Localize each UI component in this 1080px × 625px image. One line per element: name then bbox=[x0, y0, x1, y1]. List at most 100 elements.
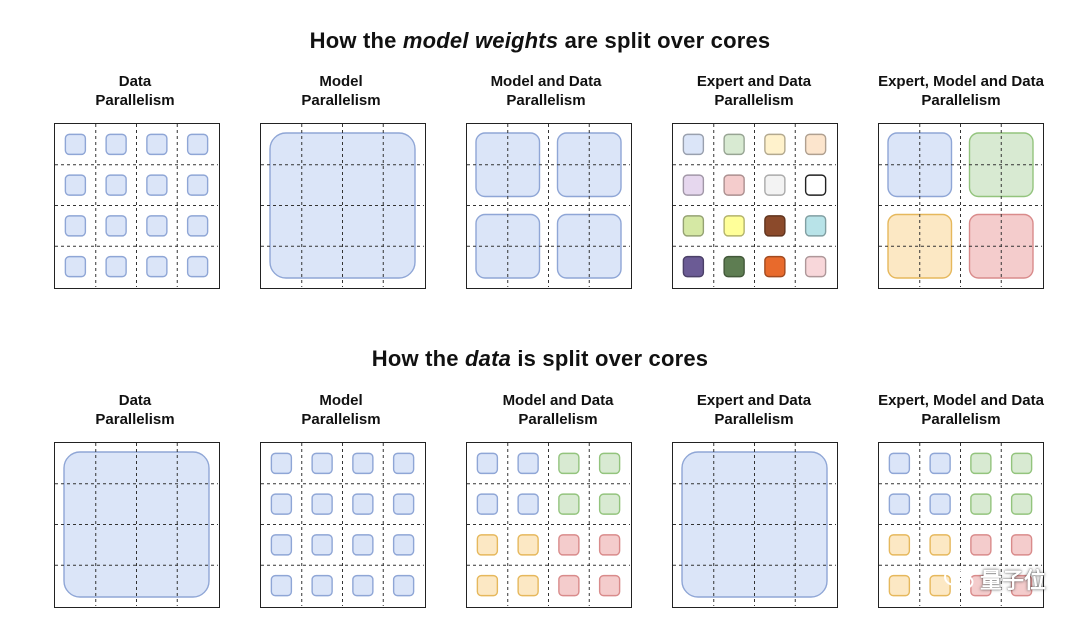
top-section-title: How the model weights are split over cor… bbox=[309, 28, 771, 53]
data-shard bbox=[558, 534, 580, 556]
top-label-expert-model-data: Expert, Model and Data Parallelism bbox=[878, 73, 1044, 109]
expert-weight-shard bbox=[804, 174, 827, 196]
weight-shard bbox=[64, 215, 87, 237]
data-shard bbox=[311, 493, 333, 515]
data-shard bbox=[311, 574, 333, 597]
data-shard bbox=[598, 574, 621, 597]
expert-weight-shard bbox=[804, 255, 827, 278]
watermark: 量子位 bbox=[943, 563, 1046, 595]
expert-weight-shard bbox=[764, 174, 786, 196]
weight-shard bbox=[186, 215, 209, 237]
weight-shard bbox=[105, 215, 127, 237]
weight-shard bbox=[64, 255, 87, 278]
data-shard bbox=[270, 493, 293, 515]
data-shard bbox=[392, 452, 415, 475]
data-shard bbox=[888, 534, 911, 556]
data-shard bbox=[392, 534, 415, 556]
data-shard bbox=[476, 574, 499, 597]
weight-shard bbox=[105, 255, 127, 278]
data-shard bbox=[311, 452, 333, 475]
data-shard bbox=[517, 452, 539, 475]
data-shard bbox=[888, 452, 911, 475]
data-shard bbox=[929, 452, 951, 475]
bottom-section-title: How the data is split over cores bbox=[371, 346, 709, 371]
panel-diagram bbox=[467, 443, 630, 606]
bottom-label-data: Data Parallelism bbox=[95, 392, 175, 428]
wechat-icon bbox=[943, 567, 974, 591]
data-shard bbox=[352, 452, 374, 475]
panel-diagram bbox=[879, 124, 1042, 287]
data-shard bbox=[517, 574, 539, 597]
bottom-panel-model-data bbox=[466, 442, 632, 608]
top-panel-model-data bbox=[466, 123, 632, 289]
data-shard bbox=[1010, 452, 1033, 475]
data-shard bbox=[352, 493, 374, 515]
expert-weight-shard bbox=[723, 174, 745, 196]
data-shard bbox=[888, 574, 911, 597]
data-shard bbox=[598, 452, 621, 475]
expert-weight-shard bbox=[723, 215, 745, 237]
top-label-model-data: Model and Data Parallelism bbox=[490, 73, 602, 109]
data-shard bbox=[270, 534, 293, 556]
data-shard bbox=[888, 493, 911, 515]
data-shard bbox=[1010, 493, 1033, 515]
data-shard bbox=[476, 452, 499, 475]
weight-shard bbox=[105, 133, 127, 156]
data-shard bbox=[558, 493, 580, 515]
data-shard bbox=[311, 534, 333, 556]
weight-shard bbox=[146, 215, 168, 237]
data-shard bbox=[476, 534, 499, 556]
top-label-data: Data Parallelism bbox=[95, 73, 175, 109]
data-shard bbox=[598, 534, 621, 556]
data-shard bbox=[970, 534, 992, 556]
data-shard bbox=[929, 493, 951, 515]
weight-shard bbox=[64, 133, 87, 156]
top-label-expert-data: Expert and Data Parallelism bbox=[696, 73, 812, 109]
expert-weight-shard bbox=[764, 215, 786, 237]
weight-shard bbox=[186, 133, 209, 156]
data-shard bbox=[1010, 574, 1033, 597]
data-shard bbox=[1010, 534, 1033, 556]
data-shard bbox=[270, 574, 293, 597]
data-shard bbox=[392, 574, 415, 597]
panel-diagram bbox=[879, 443, 1042, 606]
weight-shard bbox=[146, 255, 168, 278]
bottom-panel-model bbox=[260, 442, 426, 608]
top-panel-expert-data bbox=[672, 123, 838, 289]
top-panel-model bbox=[260, 123, 426, 289]
top-panel-data bbox=[54, 123, 220, 289]
data-shard bbox=[517, 534, 539, 556]
watermark-text: 量子位 bbox=[979, 568, 1046, 593]
expert-weight-shard bbox=[804, 215, 827, 237]
weight-shard bbox=[146, 133, 168, 156]
panel-diagram bbox=[261, 443, 424, 606]
panel-diagram bbox=[55, 124, 218, 287]
panel-diagram bbox=[55, 443, 218, 606]
bottom-panel-expert-model-data bbox=[878, 442, 1044, 608]
expert-weight-shard bbox=[682, 215, 705, 237]
weight-shard bbox=[186, 255, 209, 278]
panel-diagram bbox=[673, 443, 836, 606]
panel-diagram bbox=[261, 124, 424, 287]
data-shard bbox=[476, 493, 499, 515]
bottom-panel-data bbox=[54, 442, 220, 608]
data-shard bbox=[392, 493, 415, 515]
expert-weight-shard bbox=[682, 133, 705, 156]
data-shard bbox=[270, 452, 293, 475]
data-shard bbox=[558, 574, 580, 597]
data-shard bbox=[970, 452, 992, 475]
bottom-label-expert-model-data: Expert, Model and Data Parallelism bbox=[878, 392, 1044, 428]
bottom-label-expert-data: Expert and Data Parallelism bbox=[696, 392, 812, 428]
bottom-label-model: Model Parallelism bbox=[301, 392, 381, 428]
panel-diagram bbox=[467, 124, 630, 287]
top-label-model: Model Parallelism bbox=[301, 73, 381, 109]
weight-shard bbox=[105, 174, 127, 196]
data-shard bbox=[598, 493, 621, 515]
weight-shard bbox=[146, 174, 168, 196]
data-shard bbox=[970, 493, 992, 515]
weight-shard bbox=[64, 174, 87, 196]
weight-shard bbox=[186, 174, 209, 196]
data-shard bbox=[558, 452, 580, 475]
expert-weight-shard bbox=[764, 255, 786, 278]
expert-weight-shard bbox=[764, 133, 786, 156]
